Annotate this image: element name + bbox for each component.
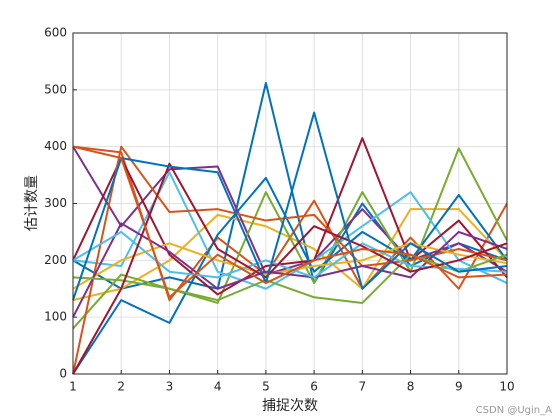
x-tick-label: 9	[455, 380, 463, 394]
data-line	[72, 145, 508, 299]
y-tick-label: 400	[44, 139, 67, 153]
data-line	[72, 230, 508, 279]
data-line	[72, 146, 508, 276]
x-tick-label: 2	[117, 380, 125, 394]
data-line	[72, 137, 508, 296]
x-tick-label: 5	[262, 380, 270, 394]
x-tick-label: 3	[166, 380, 174, 394]
watermark: CSDN @Ugin_A	[476, 405, 552, 416]
y-tick-label: 0	[59, 367, 67, 381]
y-tick-label: 200	[44, 253, 67, 267]
x-axis-label: 捕捉次数	[262, 398, 318, 414]
data-line	[72, 176, 508, 375]
x-tick-label: 7	[359, 380, 367, 394]
y-tick-label: 100	[44, 310, 67, 324]
y-tick-label: 600	[44, 26, 67, 40]
x-tick-label: 10	[499, 380, 514, 394]
data-line	[72, 147, 508, 330]
data-line	[72, 111, 508, 301]
x-tick-label: 6	[310, 380, 318, 394]
x-tick-label: 8	[407, 380, 415, 394]
y-tick-label: 500	[44, 82, 67, 96]
y-tick-label: 300	[44, 196, 67, 210]
plot-frame	[72, 32, 508, 375]
data-line	[72, 222, 508, 318]
x-tick-label: 1	[69, 380, 77, 394]
y-axis-label: 估计数量	[24, 175, 40, 231]
data-line	[72, 253, 508, 304]
x-tick-label: 4	[214, 380, 222, 394]
